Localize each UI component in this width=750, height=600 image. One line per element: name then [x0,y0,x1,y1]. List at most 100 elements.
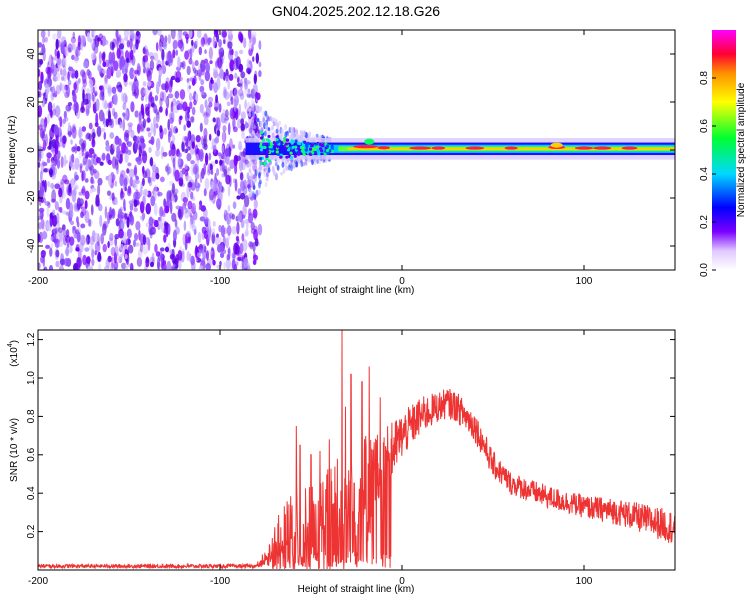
noise-blob [184,112,190,123]
noise-blob [124,68,128,75]
noise-blob [232,117,236,130]
noise-blob [119,121,123,129]
noise-blob [69,220,75,226]
noise-blob [97,251,102,263]
noise-blob [99,161,104,166]
noise-blob [240,180,245,192]
carrier-blob [294,139,298,143]
noise-blob [127,238,131,245]
noise-blob [172,229,177,242]
noise-blob [77,199,82,205]
noise-blob [97,65,102,72]
noise-blob [116,145,121,159]
noise-blob [84,199,88,210]
noise-blob [200,257,206,266]
noise-blob [108,174,112,187]
transition-blob [248,187,252,195]
noise-blob [145,256,150,268]
transition-blob [248,162,252,168]
noise-blob [142,68,146,74]
noise-blob [195,38,199,46]
noise-blob [223,227,228,235]
noise-blob [246,93,251,98]
carrier-blob [265,138,270,142]
noise-blob [228,73,234,81]
noise-blob [60,41,65,55]
carrier-blob [310,143,314,148]
noise-blob [238,159,244,172]
noise-blob [155,148,160,157]
noise-blob [226,212,232,225]
noise-blob [176,66,182,72]
noise-blob [240,219,245,229]
noise-blob [134,232,139,241]
carrier-blob [297,150,301,155]
noise-blob [134,110,139,118]
carrier-blob [303,140,307,144]
noise-blob [252,208,258,219]
noise-blob [116,36,121,42]
noise-blob [159,106,163,113]
noise-blob [235,235,240,242]
noise-blob [249,242,254,250]
transition-blob [247,193,251,198]
spectrogram-heatmap [38,30,675,270]
noise-blob [77,159,80,165]
noise-blob [148,146,152,154]
noise-blob [104,74,108,85]
noise-blob [58,116,61,121]
carrier-blob [283,136,287,140]
noise-blob [159,44,163,52]
transition-blob [272,170,276,177]
noise-blob [219,68,224,80]
noise-blob [163,234,167,243]
noise-blob [258,70,262,78]
noise-blob [114,159,119,171]
noise-blob [142,118,147,129]
noise-blob [90,84,94,95]
carrier-blob [270,147,274,151]
noise-blob [154,109,160,116]
noise-blob [253,199,258,209]
noise-blob [175,49,179,56]
noise-blob [39,212,42,219]
noise-blob [136,123,141,134]
noise-blob [203,188,207,197]
noise-blob [198,72,202,81]
noise-blob [227,185,231,197]
noise-blob [190,116,195,123]
noise-blob [246,67,251,74]
noise-blob [229,212,234,219]
noise-blob [213,82,219,94]
noise-blob [73,202,79,213]
noise-blob [114,233,120,240]
noise-blob [92,92,96,105]
noise-blob [205,250,209,261]
noise-blob [244,231,249,237]
transition-blob [249,103,253,110]
noise-blob [75,244,80,252]
noise-blob [95,194,100,207]
noise-blob [199,216,206,222]
noise-blob [225,258,232,270]
noise-blob [204,216,210,227]
noise-blob [146,69,152,83]
colorbar-tick-label: 0.4 [699,167,710,181]
noise-blob [142,55,146,68]
noise-blob [167,130,171,144]
noise-blob [70,36,77,44]
transition-blob [258,181,261,189]
noise-blob [75,265,81,270]
transition-blob [256,118,260,123]
noise-blob [174,188,179,195]
noise-blob [203,127,208,139]
noise-blob [129,38,133,50]
noise-blob [213,190,218,196]
noise-blob [81,126,87,132]
carrier-blob [259,148,264,152]
noise-blob [182,197,189,203]
noise-blob [128,81,134,86]
transition-blob [280,132,284,138]
noise-blob [242,238,248,252]
